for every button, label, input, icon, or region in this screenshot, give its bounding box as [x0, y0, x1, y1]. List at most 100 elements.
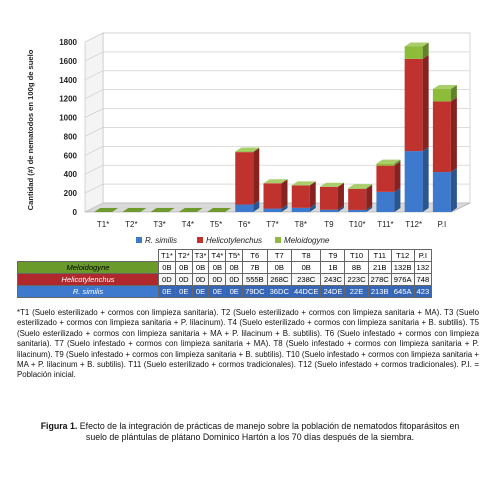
legend-item-r-similis: R. similis: [136, 236, 177, 245]
caption-text: Efecto de la integración de prácticas de…: [77, 421, 460, 442]
bar-r-similis: [263, 208, 282, 212]
bar-meloidogyne-side: [366, 184, 373, 189]
gridline: [84, 183, 470, 194]
bar-helicotylenchus: [432, 101, 451, 173]
bar-top-face: [122, 208, 147, 212]
x-tick-label: T2*: [125, 220, 137, 229]
bar-meloidogyne-side: [337, 182, 344, 187]
x-tick-label: T1*: [97, 220, 109, 229]
legend-label-helicotylenchus: Helicotylenchus: [206, 236, 263, 245]
legend-item-meloidogyne: Meloidogyne: [275, 236, 329, 245]
table-cell: 0E: [191, 285, 210, 298]
bar-top-face: [432, 84, 457, 89]
legend-label-r-similis: R. similis: [145, 236, 177, 245]
bar-top-face: [207, 208, 232, 212]
bar-top-face: [150, 208, 175, 212]
bar-top-face: [263, 179, 288, 184]
table-cell: 8B: [344, 261, 369, 274]
stacked-bar-chart: 0 200 400 600 800 1000 1200 1400 1600 1800 Cantida…: [26, 32, 471, 229]
bar-helicotylenchus: [235, 152, 254, 205]
figure-caption: Figura 1. Efecto de la integración de pr…: [30, 421, 470, 443]
gridline: [84, 127, 470, 137]
bar-r-similis: [235, 204, 254, 212]
table-cell: 0B: [158, 261, 176, 274]
table-cell: 0B: [266, 261, 292, 274]
gridline: [84, 108, 470, 118]
x-tick-label: T4*: [182, 220, 194, 229]
table-cell: 132B: [390, 261, 415, 274]
y-tick-label: 1200: [59, 95, 77, 104]
y-tick-label: 1800: [59, 38, 77, 47]
table-cell: 0E: [208, 285, 227, 298]
table-cell: 22E: [344, 285, 369, 298]
bar-helicotylenchus: [319, 186, 338, 210]
table-row-label: Helicotylenchus: [17, 273, 159, 286]
y-tick-label: 1400: [59, 76, 77, 85]
gridline: [84, 32, 470, 43]
table-cell: 555B: [242, 273, 268, 286]
bar-r-similis: [319, 209, 338, 212]
y-tick-label: 1600: [59, 57, 77, 66]
bar-top-face: [94, 208, 119, 212]
table-cell: 0B: [290, 261, 322, 274]
table-cell: 0D: [174, 273, 193, 286]
table-cell: 79DC: [242, 285, 268, 298]
gridline: [84, 89, 470, 99]
table-cell: 238C: [290, 273, 322, 286]
table-cell: 243C: [320, 273, 346, 286]
table-cell: 223C: [344, 273, 369, 286]
table-cell: 213B: [367, 285, 392, 298]
table-cell: 0D: [191, 273, 210, 286]
y-tick-label: 200: [64, 189, 78, 198]
bar-r-similis: [404, 151, 423, 212]
table-cell: 0B: [208, 261, 227, 274]
table-cell: 278C: [367, 273, 392, 286]
table-header: T5*: [225, 249, 244, 262]
table-cell: 423: [413, 285, 433, 298]
x-tick-label: T5*: [210, 220, 222, 229]
x-tick-label: T11*: [377, 220, 393, 229]
bar-helicotylenchus: [376, 165, 395, 192]
bar-meloidogyne-side: [422, 42, 429, 59]
table-header: T3*: [191, 249, 210, 262]
table-cell: 132: [413, 261, 433, 274]
table-cell: 44DCE: [290, 285, 322, 298]
bar-meloidogyne: [348, 188, 367, 189]
bar-helicotylenchus: [348, 188, 367, 210]
gridline: [84, 164, 470, 175]
y-tick-label: 400: [64, 170, 78, 179]
bar-r-similis-side: [422, 147, 429, 212]
bar-r-similis-side: [309, 203, 316, 212]
gridline: [84, 202, 470, 213]
table-cell: 0E: [174, 285, 193, 298]
x-tick-label: T6*: [238, 220, 250, 229]
bar-top-face: [291, 181, 316, 186]
bar-meloidogyne-side: [253, 147, 260, 153]
table-row-label: Meloidogyne: [17, 261, 159, 274]
bar-r-similis-side: [281, 204, 288, 212]
bar-r-similis: [291, 207, 310, 212]
data-table: T1* T2* T3* T4* T5* T6 T7 T8 T9 T10 T11 …: [17, 249, 433, 298]
bar-helicotylenchus-side: [422, 54, 429, 152]
bar-helicotylenchus-side: [394, 161, 401, 192]
table-header: T9: [320, 249, 346, 262]
y-tick-label: 0: [73, 208, 78, 217]
legend-swatch-r-similis: [136, 237, 142, 243]
bar-top-face: [235, 147, 260, 152]
bar-meloidogyne: [376, 163, 395, 166]
bar-helicotylenchus-side: [253, 148, 260, 205]
x-tick-label: T10*: [349, 220, 366, 229]
bar-helicotylenchus-side: [366, 184, 373, 210]
bar-r-similis-side: [366, 205, 373, 212]
table-cell: 268C: [266, 273, 292, 286]
table-cell: 645A: [390, 285, 415, 298]
table-row-r-similis: R. similis 0E 0E 0E 0E 0E 79DC 36DC 44DC…: [17, 285, 433, 298]
table-cell: 0B: [225, 261, 244, 274]
y-tick-label: 800: [64, 132, 78, 141]
bar-meloidogyne-side: [394, 159, 401, 166]
table-row-helicotylenchus: Helicotylenchus 0D 0D 0D 0D 0D 555B 268C…: [17, 273, 433, 286]
treatment-notes: *T1 (Suelo esterilizado + cormos con lim…: [17, 308, 479, 380]
table-cell: 1B: [320, 261, 346, 274]
legend-label-meloidogyne: Meloidogyne: [284, 236, 330, 245]
caption-label: Figura 1.: [40, 421, 78, 431]
